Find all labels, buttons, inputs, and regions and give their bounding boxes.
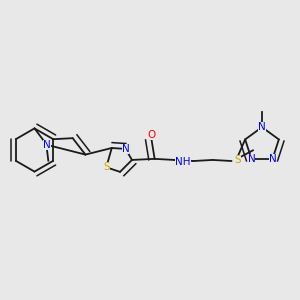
Text: N: N (43, 140, 51, 150)
Text: NH: NH (175, 157, 191, 167)
Text: N: N (248, 154, 256, 164)
Text: N: N (122, 144, 129, 154)
Text: N: N (258, 122, 266, 132)
Text: N: N (268, 154, 276, 164)
Text: S: S (234, 155, 241, 165)
Text: O: O (147, 130, 155, 140)
Text: S: S (103, 162, 110, 172)
